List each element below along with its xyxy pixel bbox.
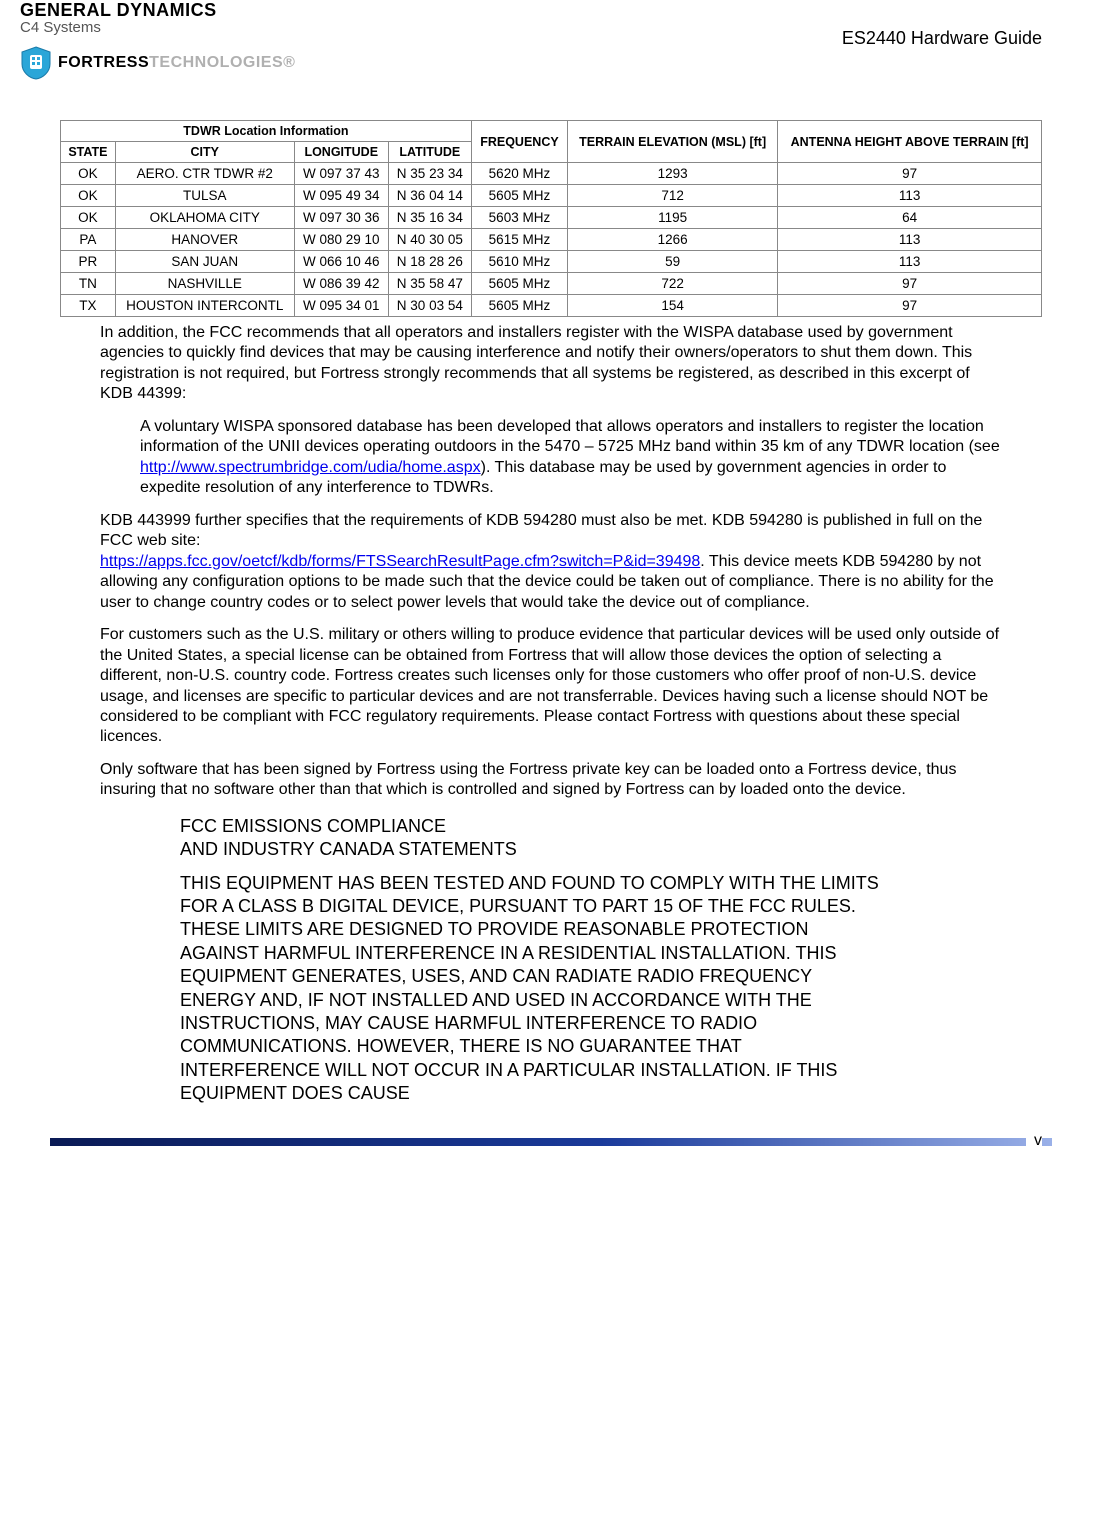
c4-systems-text: C4 Systems (20, 19, 295, 36)
table-cell-city: AERO. CTR TDWR #2 (115, 163, 294, 185)
table-cell-city: OKLAHOMA CITY (115, 207, 294, 229)
fcc-body-text: THIS EQUIPMENT HAS BEEN TESTED AND FOUND… (180, 872, 880, 1106)
table-cell-antenna: 97 (778, 163, 1042, 185)
table-cell-lon: W 095 49 34 (294, 185, 388, 207)
fortress-bold: FORTRESS (58, 54, 149, 71)
col-city: CITY (115, 142, 294, 163)
fcc-compliance-block: FCC EMISSIONS COMPLIANCE AND INDUSTRY CA… (180, 815, 880, 1106)
table-cell-terrain: 722 (568, 273, 778, 295)
table-cell-state: OK (61, 207, 116, 229)
col-antenna: ANTENNA HEIGHT ABOVE TERRAIN [ft] (778, 121, 1042, 163)
fcc-kdb-link[interactable]: https://apps.fcc.gov/oetcf/kdb/forms/FTS… (100, 553, 700, 570)
table-cell-lon: W 095 34 01 (294, 295, 388, 317)
main-content: TDWR Location Information FREQUENCY TERR… (0, 110, 1102, 1106)
paragraph-fcc-recommend: In addition, the FCC recommends that all… (100, 323, 1002, 405)
tdwr-location-table: TDWR Location Information FREQUENCY TERR… (60, 120, 1042, 317)
kdb-part-a: KDB 443999 further specifies that the re… (100, 512, 982, 549)
table-cell-state: TN (61, 273, 116, 295)
table-cell-antenna: 64 (778, 207, 1042, 229)
paragraph-kdb: KDB 443999 further specifies that the re… (100, 511, 1002, 613)
table-cell-lat: N 30 03 54 (388, 295, 471, 317)
table-cell-city: TULSA (115, 185, 294, 207)
fcc-heading-line1: FCC EMISSIONS COMPLIANCE (180, 816, 446, 836)
logos: GENERAL DYNAMICS C4 Systems FORTRESSTECH… (20, 0, 295, 80)
table-cell-terrain: 1293 (568, 163, 778, 185)
table-cell-freq: 5605 MHz (471, 273, 567, 295)
table-cell-antenna: 113 (778, 185, 1042, 207)
table-cell-state: PR (61, 251, 116, 273)
col-longitude: LONGITUDE (294, 142, 388, 163)
table-cell-city: NASHVILLE (115, 273, 294, 295)
general-dynamics-logo: GENERAL DYNAMICS (20, 0, 295, 21)
quote-part-a: A voluntary WISPA sponsored database has… (140, 418, 1000, 455)
col-frequency: FREQUENCY (471, 121, 567, 163)
page-header: GENERAL DYNAMICS C4 Systems FORTRESSTECH… (0, 0, 1102, 110)
paragraph-special-license: For customers such as the U.S. military … (100, 625, 1002, 748)
table-cell-terrain: 154 (568, 295, 778, 317)
table-row: PRSAN JUANW 066 10 46N 18 28 265610 MHz5… (61, 251, 1042, 273)
fortress-shield-icon (20, 46, 52, 80)
fortress-technologies-text: FORTRESSTECHNOLOGIES® (58, 54, 295, 72)
document-title: ES2440 Hardware Guide (842, 28, 1042, 49)
table-cell-antenna: 97 (778, 295, 1042, 317)
table-row: OKAERO. CTR TDWR #2W 097 37 43N 35 23 34… (61, 163, 1042, 185)
fcc-heading: FCC EMISSIONS COMPLIANCE AND INDUSTRY CA… (180, 815, 880, 862)
footer-gradient-bar (50, 1138, 1052, 1146)
table-cell-antenna: 113 (778, 229, 1042, 251)
page-number: v (1026, 1132, 1042, 1150)
page-footer: v (0, 1130, 1102, 1158)
table-cell-lat: N 18 28 26 (388, 251, 471, 273)
table-cell-antenna: 113 (778, 251, 1042, 273)
table-cell-freq: 5615 MHz (471, 229, 567, 251)
table-cell-lat: N 40 30 05 (388, 229, 471, 251)
col-latitude: LATITUDE (388, 142, 471, 163)
table-cell-lat: N 35 23 34 (388, 163, 471, 185)
table-cell-freq: 5620 MHz (471, 163, 567, 185)
table-cell-state: PA (61, 229, 116, 251)
table-cell-lat: N 36 04 14 (388, 185, 471, 207)
fcc-heading-line2: AND INDUSTRY CANADA STATEMENTS (180, 839, 517, 859)
table-row: OKTULSAW 095 49 34N 36 04 145605 MHz7121… (61, 185, 1042, 207)
technologies-light: TECHNOLOGIES (149, 54, 283, 71)
table-cell-city: HANOVER (115, 229, 294, 251)
table-cell-lon: W 097 30 36 (294, 207, 388, 229)
paragraph-wispa-quote: A voluntary WISPA sponsored database has… (140, 417, 1002, 499)
paragraph-signed-software: Only software that has been signed by Fo… (100, 760, 1002, 801)
table-cell-lon: W 086 39 42 (294, 273, 388, 295)
table-row: OKOKLAHOMA CITYW 097 30 36N 35 16 345603… (61, 207, 1042, 229)
col-terrain: TERRAIN ELEVATION (MSL) [ft] (568, 121, 778, 163)
table-cell-lon: W 080 29 10 (294, 229, 388, 251)
table-cell-terrain: 59 (568, 251, 778, 273)
table-cell-state: OK (61, 185, 116, 207)
table-cell-city: HOUSTON INTERCONTL (115, 295, 294, 317)
col-state: STATE (61, 142, 116, 163)
table-cell-freq: 5605 MHz (471, 295, 567, 317)
table-cell-lat: N 35 16 34 (388, 207, 471, 229)
table-cell-terrain: 1195 (568, 207, 778, 229)
table-cell-state: OK (61, 163, 116, 185)
table-cell-freq: 5610 MHz (471, 251, 567, 273)
table-cell-state: TX (61, 295, 116, 317)
table-row: TXHOUSTON INTERCONTLW 095 34 01N 30 03 5… (61, 295, 1042, 317)
table-row: PAHANOVERW 080 29 10N 40 30 055615 MHz12… (61, 229, 1042, 251)
fortress-logo-row: FORTRESSTECHNOLOGIES® (20, 46, 295, 80)
table-cell-antenna: 97 (778, 273, 1042, 295)
table-cell-city: SAN JUAN (115, 251, 294, 273)
table-cell-freq: 5603 MHz (471, 207, 567, 229)
table-cell-lon: W 066 10 46 (294, 251, 388, 273)
table-cell-terrain: 1266 (568, 229, 778, 251)
table-group-header: TDWR Location Information (61, 121, 472, 142)
spectrumbridge-link[interactable]: http://www.spectrumbridge.com/udia/home.… (140, 459, 481, 476)
table-row: TNNASHVILLEW 086 39 42N 35 58 475605 MHz… (61, 273, 1042, 295)
table-cell-freq: 5605 MHz (471, 185, 567, 207)
table-cell-lat: N 35 58 47 (388, 273, 471, 295)
table-cell-lon: W 097 37 43 (294, 163, 388, 185)
table-cell-terrain: 712 (568, 185, 778, 207)
